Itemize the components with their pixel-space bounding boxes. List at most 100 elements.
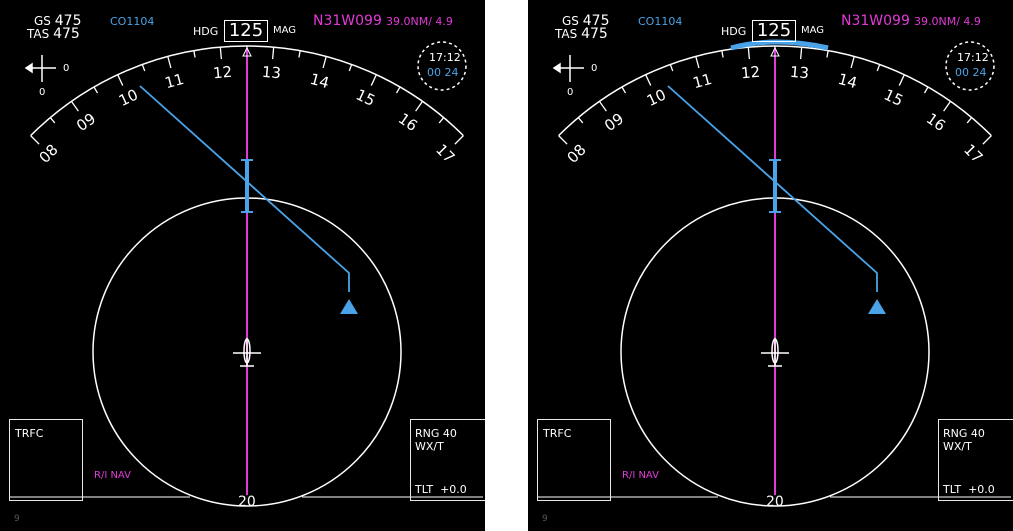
- compass-label: 15: [353, 86, 378, 110]
- compass-label: 17: [960, 141, 986, 167]
- nav-mode: R/I NAV: [94, 470, 131, 481]
- compass-label: 09: [601, 109, 627, 135]
- page-number: 9: [14, 514, 20, 524]
- lubber-line-icon: [242, 46, 252, 57]
- nav-display-right: 08 09 10 11 12 13 14 15 16 17 GS 475 TAS 475 CO11…: [528, 0, 1013, 531]
- wind-arrow-icon: [552, 55, 584, 82]
- compass-tick: [219, 47, 223, 60]
- compass-tick: [70, 100, 79, 112]
- wx-label: WX/T: [943, 440, 972, 453]
- compass-tick: [898, 74, 905, 86]
- compass-label: 17: [432, 141, 458, 167]
- compass-tick: [438, 117, 445, 124]
- compass-tick: [322, 56, 327, 69]
- compass-tick: [850, 56, 855, 69]
- gs-readout: GS 475: [34, 13, 82, 29]
- range-ring-label: 20: [238, 494, 256, 510]
- lubber-line-icon: [770, 46, 780, 57]
- compass-label: 10: [116, 86, 141, 110]
- flight-id: CO1104: [110, 15, 155, 28]
- tilt-readout: TLT +0.0: [943, 483, 995, 496]
- hdg-label: HDG: [721, 25, 747, 38]
- range-label: RNG 40: [943, 427, 985, 440]
- traffic-box: TRFC: [9, 419, 83, 501]
- clock-eta: 00 24: [427, 66, 459, 79]
- compass-tick: [370, 74, 377, 86]
- hdg-label: HDG: [193, 25, 219, 38]
- page-number: 9: [542, 514, 548, 524]
- compass-tick: [49, 117, 56, 124]
- radar-box: RNG 40 WX/T TLT +0.0: [410, 419, 485, 501]
- waypoint-id: N31W099: [313, 13, 382, 29]
- compass-label: 13: [789, 63, 810, 83]
- mag-label: MAG: [273, 25, 297, 36]
- compass-tick: [558, 135, 568, 145]
- compass-label: 10: [644, 86, 669, 110]
- heading-bug-arc: [730, 39, 829, 51]
- compass-label: 08: [36, 141, 62, 167]
- compass-tick: [966, 117, 973, 124]
- route-line: [667, 85, 878, 292]
- waypoint-triangle-icon: [868, 299, 886, 314]
- compass-tick: [721, 50, 724, 58]
- compass-tick: [923, 86, 929, 94]
- heading-readout: 125: [224, 20, 268, 42]
- compass-label: 16: [395, 109, 421, 135]
- aircraft-symbol-icon: [233, 338, 261, 367]
- range-ring-label: 20: [766, 494, 784, 510]
- compass-label: 09: [73, 109, 99, 135]
- clock-time: 17:12: [957, 51, 989, 64]
- compass-tick: [167, 56, 172, 69]
- tas-readout: TAS 475: [555, 26, 608, 42]
- compass-tick: [598, 100, 607, 112]
- traffic-label: TRFC: [15, 427, 44, 440]
- clock-time: 17:12: [429, 51, 461, 64]
- compass-tick: [395, 86, 401, 94]
- compass-label: 14: [308, 70, 331, 92]
- compass-tick: [876, 64, 881, 72]
- compass-label: 13: [261, 63, 282, 83]
- compass-tick: [669, 64, 674, 72]
- compass-label: 08: [564, 141, 590, 167]
- compass-label: 11: [691, 70, 714, 92]
- mag-label: MAG: [801, 25, 825, 36]
- compass-tick: [943, 100, 952, 112]
- waypoint-id: N31W099: [841, 13, 910, 29]
- tilt-readout: TLT +0.0: [415, 483, 467, 496]
- flight-id: CO1104: [638, 15, 683, 28]
- route-line: [139, 85, 350, 292]
- clock-eta: 00 24: [955, 66, 987, 79]
- compass-tick: [415, 100, 424, 112]
- aircraft-symbol-icon: [761, 338, 789, 367]
- clock-dial-icon: [945, 41, 995, 91]
- wx-label: WX/T: [415, 440, 444, 453]
- compass-tick: [141, 64, 146, 72]
- compass-tick: [577, 117, 584, 124]
- wind-speed: 0: [63, 63, 70, 74]
- compass-graphics: 08 09 10 11 12 13 14 15 16 17: [10, 41, 483, 507]
- traffic-label: TRFC: [543, 427, 572, 440]
- traffic-box: TRFC: [537, 419, 611, 501]
- waypoint-distance: 39.0NM/ 4.9: [914, 15, 981, 28]
- compass-tick: [747, 47, 751, 60]
- nav-mode: R/I NAV: [622, 470, 659, 481]
- compass-tick: [298, 50, 301, 58]
- compass-tick: [193, 50, 196, 58]
- compass-label: 12: [212, 63, 233, 83]
- compass-label: 12: [740, 63, 761, 83]
- compass-tick: [982, 135, 992, 145]
- nav-display-left: 08 09 10 11 12 13 14 15 16 17 GS 475 TAS 475 CO11…: [0, 0, 485, 531]
- compass-label: 16: [923, 109, 949, 135]
- wind-direction: 0: [39, 87, 46, 98]
- compass-tick: [271, 47, 275, 60]
- compass-tick: [117, 74, 124, 86]
- compass-label: 11: [163, 70, 186, 92]
- compass-tick: [826, 50, 829, 58]
- clock-dial-icon: [417, 41, 467, 91]
- course-deviation-bar: [769, 159, 781, 213]
- compass-tick: [799, 47, 803, 60]
- compass-tick: [695, 56, 700, 69]
- range-label: RNG 40: [415, 427, 457, 440]
- wind-speed: 0: [591, 63, 598, 74]
- compass-label: 15: [881, 86, 906, 110]
